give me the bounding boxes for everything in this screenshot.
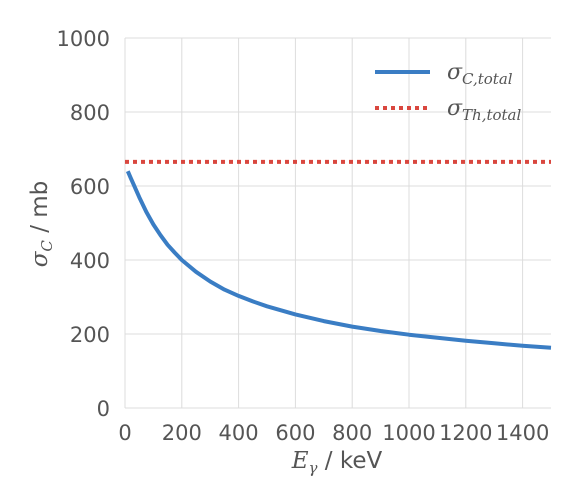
series-layer xyxy=(125,159,552,350)
x-tick-label: 1000 xyxy=(382,421,435,445)
y-tick-label: 1000 xyxy=(57,27,110,51)
compton-cross-section-line xyxy=(125,170,552,350)
x-tick-label: 1200 xyxy=(439,421,492,445)
x-tick-label: 0 xyxy=(118,421,131,445)
y-tick-label: 600 xyxy=(70,175,110,199)
x-tick-label: 600 xyxy=(275,421,315,445)
x-axis-label: Eγ / keV xyxy=(291,448,383,477)
grid-lines xyxy=(124,37,551,409)
y-axis-label: σC / mb xyxy=(27,181,56,268)
y-tick-label: 0 xyxy=(97,397,110,421)
x-tick-label: 400 xyxy=(219,421,259,445)
legend-label-compton: σC,total xyxy=(447,60,513,88)
x-tick-labels: 0 200 400 600 800 1000 1200 1400 xyxy=(118,421,549,445)
y-tick-label: 200 xyxy=(70,323,110,347)
legend-label-thomson: σTh,total xyxy=(447,96,521,124)
y-tick-label: 800 xyxy=(70,101,110,125)
y-tick-labels: 0 200 400 600 800 1000 xyxy=(57,27,110,421)
y-tick-label: 400 xyxy=(70,249,110,273)
x-tick-label: 200 xyxy=(162,421,202,445)
x-tick-label: 1400 xyxy=(496,421,549,445)
legend: σC,total σTh,total xyxy=(375,60,521,124)
x-tick-label: 800 xyxy=(332,421,372,445)
